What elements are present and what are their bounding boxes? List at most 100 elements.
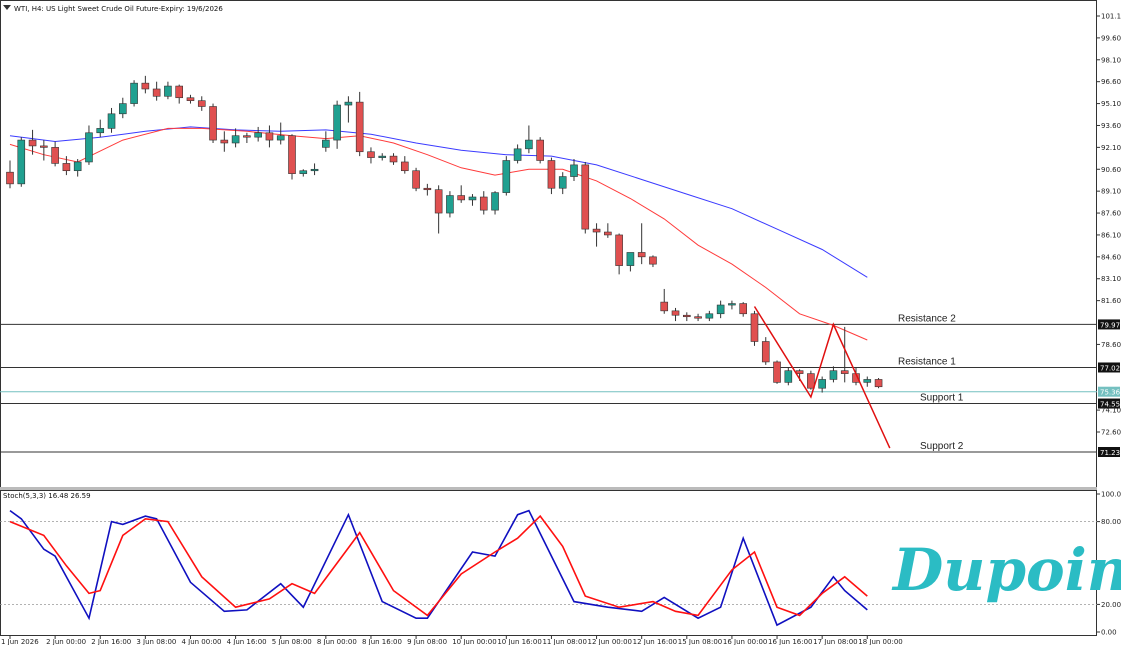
candle xyxy=(581,161,590,234)
candle-body xyxy=(28,139,37,147)
candle xyxy=(378,153,387,161)
price-tick-label: 98.10 xyxy=(1101,56,1121,64)
candle xyxy=(423,183,432,196)
stoch-pane-frame xyxy=(0,490,1097,636)
price-tick-label: 93.60 xyxy=(1101,122,1121,130)
candle-body xyxy=(130,82,138,104)
candle-body xyxy=(682,314,691,318)
price-tick-label: 74.10 xyxy=(1101,407,1121,415)
dropdown-triangle-icon[interactable] xyxy=(3,5,11,10)
candle xyxy=(547,157,556,195)
candle-body xyxy=(265,132,274,141)
price-tick-label: 101.10 xyxy=(1101,13,1121,21)
price-tick-label: 78.60 xyxy=(1101,341,1121,349)
candle-body xyxy=(784,370,793,383)
candle-body xyxy=(479,196,488,211)
level-tag-bg-1 xyxy=(1098,319,1120,330)
candle xyxy=(299,169,308,177)
candle xyxy=(73,159,82,177)
time-tick-label: 12 Jun 00:00 xyxy=(588,638,632,645)
time-tick-label: 15 Jun 08:00 xyxy=(678,638,722,645)
candle xyxy=(141,75,150,94)
last-price-tag: 75.36 xyxy=(1100,389,1121,397)
candle-body xyxy=(604,231,612,236)
candle xyxy=(863,376,872,387)
candle-body xyxy=(649,256,657,265)
price-tick-label: 95.10 xyxy=(1101,100,1121,108)
pane-separator[interactable] xyxy=(0,487,1097,491)
candle xyxy=(85,125,93,165)
candle-body xyxy=(51,147,59,164)
candle-body xyxy=(119,103,127,115)
time-tick-label: 2 Jun 16:00 xyxy=(91,638,131,645)
candle-body xyxy=(367,151,375,158)
candle xyxy=(694,313,702,322)
candle-body xyxy=(85,132,93,163)
stochastic-title: Stoch(5,3,3) 16.48 26.59 xyxy=(3,492,91,500)
candle xyxy=(682,312,691,322)
level-tag-bg-4 xyxy=(1098,446,1120,457)
candle-body xyxy=(728,303,736,306)
candle xyxy=(649,255,657,268)
candle-body xyxy=(40,145,48,148)
candle-body xyxy=(231,135,240,144)
price-tick-label: 81.60 xyxy=(1101,297,1121,305)
candle xyxy=(130,80,138,107)
price-tick-label: 86.10 xyxy=(1101,231,1121,239)
candle xyxy=(739,302,748,317)
candle-body xyxy=(739,303,748,315)
candle-body xyxy=(17,139,26,185)
candle-body xyxy=(299,170,308,174)
candle-body xyxy=(840,370,849,374)
level-label-1: Resistance 2 xyxy=(898,313,956,324)
candle xyxy=(367,147,375,164)
candle xyxy=(671,307,680,322)
candle xyxy=(773,360,781,384)
candle-body xyxy=(660,301,669,312)
candle xyxy=(829,366,838,383)
chart-title: WTI, H4: US Light Sweet Crude Oil Future… xyxy=(14,5,223,13)
candle xyxy=(6,160,14,189)
candle-body xyxy=(795,370,804,374)
candle-body xyxy=(807,373,815,389)
candle xyxy=(716,300,725,319)
candle xyxy=(107,107,116,133)
candle xyxy=(186,94,195,104)
candle xyxy=(389,153,398,165)
candle xyxy=(513,144,522,164)
time-tick-label: 16 Jun 00:00 xyxy=(723,638,767,645)
level-label-2: Resistance 1 xyxy=(898,356,956,367)
candle-body xyxy=(197,100,206,107)
candle-body xyxy=(209,106,217,141)
time-tick-label: 17 Jun 08:00 xyxy=(813,638,857,645)
candle-body xyxy=(716,304,725,315)
candle xyxy=(457,185,466,203)
time-tick-label: 8 Jun 16:00 xyxy=(362,638,402,645)
candle xyxy=(434,185,443,234)
price-tick-label: 84.60 xyxy=(1101,253,1121,261)
candle-body xyxy=(378,155,387,158)
price-tick-label: 72.60 xyxy=(1101,429,1121,437)
candle xyxy=(840,326,849,383)
candle xyxy=(446,191,454,218)
candle xyxy=(62,156,71,176)
time-tick-label: 3 Jun 08:00 xyxy=(136,638,176,645)
candle-body xyxy=(502,160,511,193)
time-tick-label: 4 Jun 00:00 xyxy=(181,638,221,645)
stoch-main-line xyxy=(9,509,868,627)
candle xyxy=(28,129,37,155)
candle xyxy=(660,288,669,314)
level-tag-1: 79.97 xyxy=(1100,321,1120,329)
candle xyxy=(322,131,330,152)
stoch-signal-line xyxy=(9,514,868,617)
candle xyxy=(525,125,533,154)
level-label-3: Support 1 xyxy=(920,393,964,404)
candle xyxy=(344,96,353,123)
candle-body xyxy=(570,164,578,177)
candle xyxy=(197,96,206,111)
price-tick-label: 96.60 xyxy=(1101,78,1121,86)
candle-body xyxy=(773,361,781,383)
time-tick-label: 9 Jun 08:00 xyxy=(407,638,447,645)
candle-body xyxy=(491,192,499,211)
